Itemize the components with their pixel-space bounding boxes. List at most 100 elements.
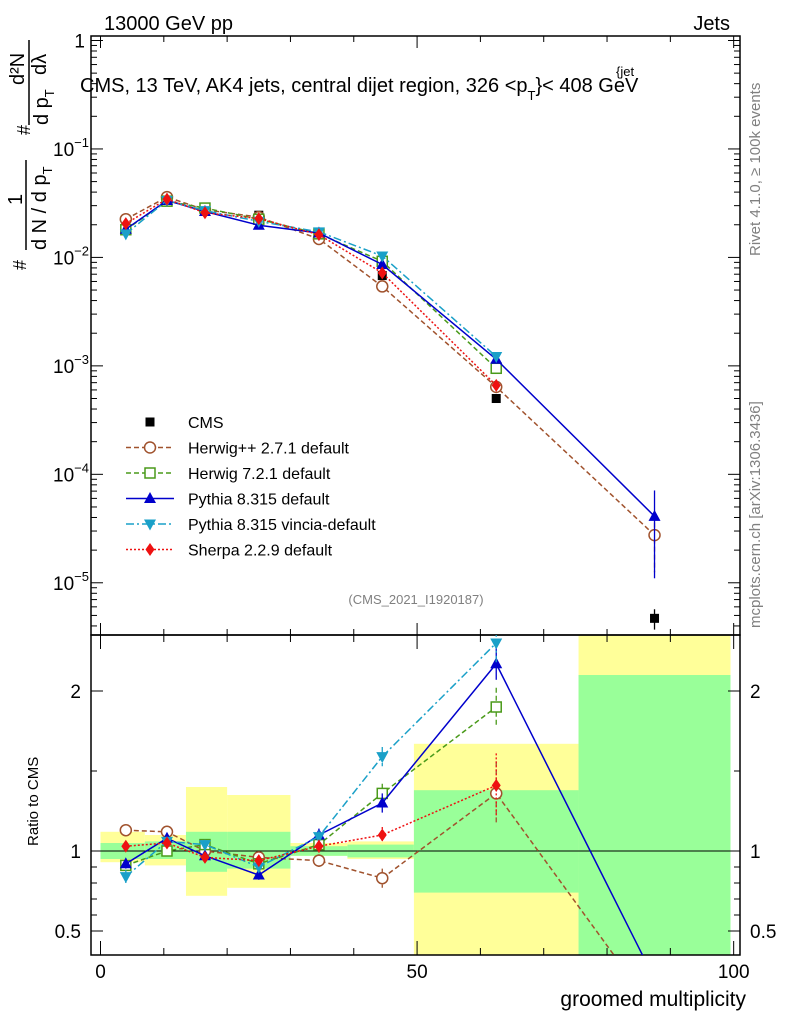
ratio-point (490, 701, 502, 713)
data-point (491, 394, 501, 404)
data-point (162, 192, 172, 206)
ratio-series-sherpa-2-2-9-default (121, 753, 501, 868)
ratio-point (490, 638, 503, 650)
plot-title-main: CMS, 13 TeV, AK4 jets, central dijet reg… (80, 75, 528, 97)
ylabel-d2n: d²N (7, 53, 29, 85)
data-point (491, 378, 501, 392)
rivet-version: Rivet 4.1.0, ≥ 100k events (747, 83, 764, 256)
ratio-point (254, 854, 264, 868)
main-ytick-label: 10−2 (53, 243, 89, 269)
xtick-label: 0 (95, 962, 106, 983)
legend-label: Pythia 8.315 default (188, 492, 330, 509)
series-sherpa-2-2-9-default (121, 192, 501, 392)
analysis-id: (CMS_2021_I1920187) (348, 592, 483, 607)
legend-marker (143, 441, 157, 454)
ratio-ytick-label: 0.5 (55, 922, 81, 943)
ylabel-one: 1 (5, 194, 27, 205)
series-herwig-7-2-1-default (120, 195, 502, 375)
ratio-ytick-label: 2 (70, 682, 81, 703)
ylabel-denominator: d N / d pT (29, 166, 55, 250)
legend-entry: Pythia 8.315 vincia-default (126, 517, 376, 534)
ratio-point (252, 862, 265, 874)
legend-entry: Herwig++ 2.7.1 default (126, 441, 350, 458)
series-line (125, 200, 497, 369)
data-point (490, 362, 502, 375)
legend: CMS Herwig++ 2.7.1 default Herwig 7.2.1 de… (126, 415, 376, 560)
ratio-y-axis-label: Ratio to CMS (25, 757, 42, 846)
plot-title-end: }< 408 GeV (535, 75, 639, 97)
ratio-line (125, 662, 644, 955)
series-cms (121, 196, 660, 630)
ratio-point (376, 752, 389, 764)
ratio-point (119, 872, 132, 884)
data-point (314, 228, 324, 242)
data-point (121, 217, 131, 231)
ratio-point (314, 839, 324, 853)
ylabel-hash-left: # (10, 260, 30, 270)
ratio-line (125, 792, 615, 955)
main-ytick-label: 10−5 (53, 569, 89, 595)
data-point (376, 280, 389, 293)
data-point (376, 251, 389, 263)
main-ytick-label: 10−3 (53, 352, 89, 378)
legend-marker (144, 492, 156, 503)
xtick-label: 100 (718, 962, 750, 983)
ylabel-dlambda: dλ (29, 54, 51, 75)
ratio-point (198, 840, 211, 852)
legend-entry: Herwig 7.2.1 default (126, 466, 331, 483)
data-point (254, 212, 264, 226)
ratio-point (121, 839, 131, 853)
legend-label: Herwig++ 2.7.1 default (188, 441, 350, 458)
legend-marker (145, 417, 155, 427)
process-label: Jets (693, 13, 730, 35)
ratio-point (376, 871, 389, 885)
ratio-ytick-label: 1 (70, 842, 81, 863)
legend-marker (144, 467, 156, 479)
series-line (125, 199, 497, 358)
series-line (125, 196, 656, 536)
ratio-point (312, 854, 326, 867)
ratio-point (490, 657, 503, 669)
main-ytick-label: 10−4 (53, 460, 89, 486)
ylabel-hash-right: # (14, 125, 34, 135)
data-point (650, 613, 660, 623)
data-point (648, 509, 661, 521)
legend-entry: Pythia 8.315 default (126, 492, 330, 509)
series-pythia-8-315-vincia-default (119, 195, 503, 363)
data-point (490, 351, 503, 363)
plot-title-superscript: {jet (616, 64, 634, 79)
legend-entry: Sherpa 2.2.9 default (126, 543, 333, 560)
y-axis-label: # 1 d N / d pT # d²N d pT dλ (5, 40, 57, 270)
energy-label: 13000 GeV pp (104, 13, 233, 35)
legend-marker (145, 543, 155, 556)
legend-entry: CMS (145, 415, 224, 432)
ratio-point (491, 778, 501, 792)
legend-label: CMS (188, 415, 224, 432)
data-point (377, 266, 387, 280)
ratio-point (200, 850, 210, 864)
ylabel-dpt: d pT (31, 89, 57, 125)
ratio-point (252, 868, 265, 880)
series-herwig-2-7-1-default (119, 190, 661, 573)
legend-marker (144, 519, 156, 531)
main-panel-axes: 1 10−1 10−2 10−3 10−4 10−5 (53, 31, 741, 636)
legend-label: Pythia 8.315 vincia-default (188, 517, 376, 534)
series-line (125, 198, 497, 386)
ratio-point (376, 796, 389, 808)
data-point (200, 206, 210, 220)
main-ytick-label: 10−1 (53, 135, 89, 161)
main-panel-series (119, 190, 661, 630)
data-point (119, 229, 132, 241)
ratio-ytick-label-right: 0.5 (750, 922, 776, 943)
mcplots-credit: mcplots.cern.ch [arXiv:1306.3436] (747, 401, 764, 628)
ratio-uncertainty-bands (100, 635, 731, 955)
ratio-point (312, 832, 325, 844)
ratio-band-inner (578, 675, 731, 955)
ratio-frame (90, 634, 741, 956)
main-ytick-label: 1 (74, 31, 85, 52)
plot-title: CMS, 13 TeV, AK4 jets, central dijet reg… (80, 75, 639, 103)
x-axis-label: groomed multiplicity (560, 988, 746, 1011)
ratio-point (162, 836, 172, 850)
ratio-ytick-label-right: 1 (750, 842, 761, 863)
